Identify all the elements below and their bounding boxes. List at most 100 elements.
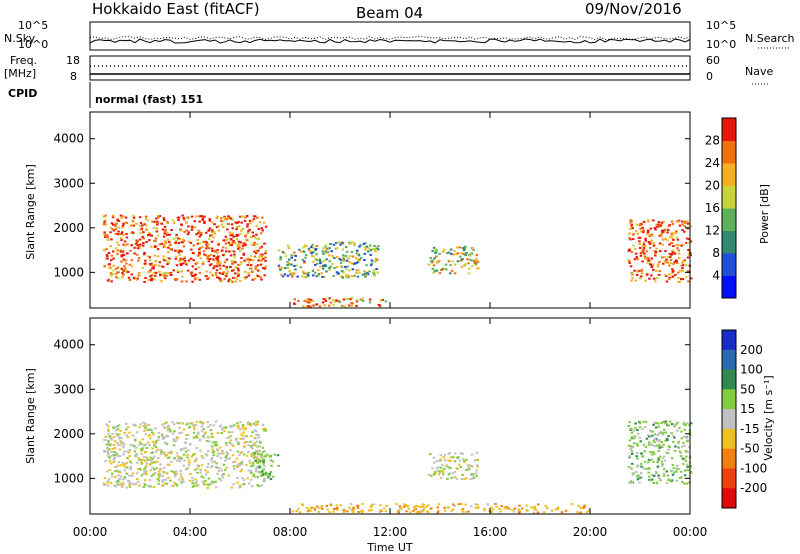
power-ylabel: Slant Range [km] <box>24 164 37 260</box>
echo-region <box>102 420 268 489</box>
echo-cell <box>167 456 170 459</box>
echo-cell <box>178 254 181 256</box>
echo-cell <box>239 241 243 244</box>
echo-cell <box>116 464 120 467</box>
echo-cell <box>125 271 128 274</box>
echo-cell <box>142 468 146 471</box>
echo-cell <box>221 249 224 252</box>
echo-cell <box>686 469 690 472</box>
echo-cell <box>356 504 359 507</box>
echo-cell <box>195 447 198 449</box>
echo-cell <box>158 261 162 264</box>
echo-cell <box>663 459 667 462</box>
echo-cell <box>556 508 560 511</box>
echo-cell <box>111 447 115 450</box>
echo-cell <box>259 454 263 457</box>
echo-cell <box>634 422 637 425</box>
echo-cell <box>171 421 174 424</box>
echo-cell <box>196 242 200 245</box>
echo-cell <box>467 272 471 275</box>
echo-cell <box>666 239 669 242</box>
echo-cell <box>417 511 420 513</box>
echo-cell <box>233 424 236 427</box>
echo-cell <box>301 258 305 261</box>
echo-cell <box>174 472 177 475</box>
echo-cell <box>371 248 375 250</box>
echo-cell <box>190 455 193 458</box>
echo-cell <box>166 233 169 236</box>
echo-cell <box>659 250 662 253</box>
echo-cell <box>461 510 465 513</box>
echo-cell <box>149 269 152 272</box>
echo-cell <box>119 429 122 432</box>
echo-cell <box>107 432 110 435</box>
echo-cell <box>215 441 218 444</box>
echo-cell <box>449 264 452 267</box>
date-label: 09/Nov/2016 <box>585 0 682 18</box>
echo-cell <box>325 505 329 507</box>
echo-cell <box>645 258 649 261</box>
echo-cell <box>639 472 643 475</box>
echo-cell <box>357 254 361 257</box>
echo-cell <box>210 221 214 224</box>
echo-cell <box>668 224 671 227</box>
echo-cell <box>638 481 641 484</box>
echo-cell <box>239 215 242 218</box>
echo-cell <box>318 258 322 261</box>
echo-cell <box>168 463 171 466</box>
colorbar-segment <box>722 253 736 276</box>
echo-cell <box>182 217 185 220</box>
echo-cell <box>158 470 161 473</box>
echo-cell <box>685 241 688 244</box>
echo-cell <box>657 474 660 477</box>
echo-cell <box>217 242 220 245</box>
echo-cell <box>142 231 145 234</box>
echo-cell <box>370 508 373 511</box>
echo-cell <box>174 249 177 252</box>
echo-cell <box>196 471 199 474</box>
echo-cell <box>353 242 356 245</box>
echo-cell <box>172 238 176 240</box>
echo-cell <box>451 472 454 475</box>
echo-cell <box>320 505 323 508</box>
echo-cell <box>254 421 258 424</box>
echo-cell <box>675 236 679 239</box>
echo-cell <box>370 262 374 265</box>
echo-cell <box>315 259 319 261</box>
echo-cell <box>342 510 346 513</box>
echo-cell <box>175 233 178 236</box>
echo-cell <box>441 250 445 253</box>
echo-cell <box>477 267 480 270</box>
echo-cell <box>550 509 554 512</box>
echo-cell <box>253 429 256 432</box>
echo-cell <box>644 279 647 282</box>
echo-cell <box>253 255 257 258</box>
echo-cell <box>173 423 176 426</box>
echo-cell <box>136 277 139 280</box>
echo-cell <box>435 269 439 272</box>
echo-cell <box>654 254 657 257</box>
echo-cell <box>182 480 185 483</box>
echo-cell <box>152 486 156 489</box>
echo-cell <box>250 445 253 448</box>
echo-cell <box>678 427 681 430</box>
echo-cell <box>152 265 155 268</box>
echo-cell <box>220 223 224 226</box>
echo-cell <box>323 263 327 266</box>
echo-cell <box>257 436 260 439</box>
echo-cell <box>249 222 252 225</box>
echo-cell <box>136 240 139 243</box>
echo-cell <box>172 269 175 272</box>
echo-cell <box>134 439 137 442</box>
echo-cell <box>636 478 640 481</box>
echo-cell <box>677 219 681 222</box>
echo-cell <box>649 479 652 482</box>
echo-cell <box>105 248 108 251</box>
echo-cell <box>670 242 674 244</box>
echo-cell <box>119 249 122 252</box>
echo-cell <box>231 232 234 235</box>
echo-cell <box>277 249 281 252</box>
echo-cell <box>155 271 158 274</box>
echo-cell <box>195 480 198 483</box>
echo-cell <box>236 272 240 275</box>
